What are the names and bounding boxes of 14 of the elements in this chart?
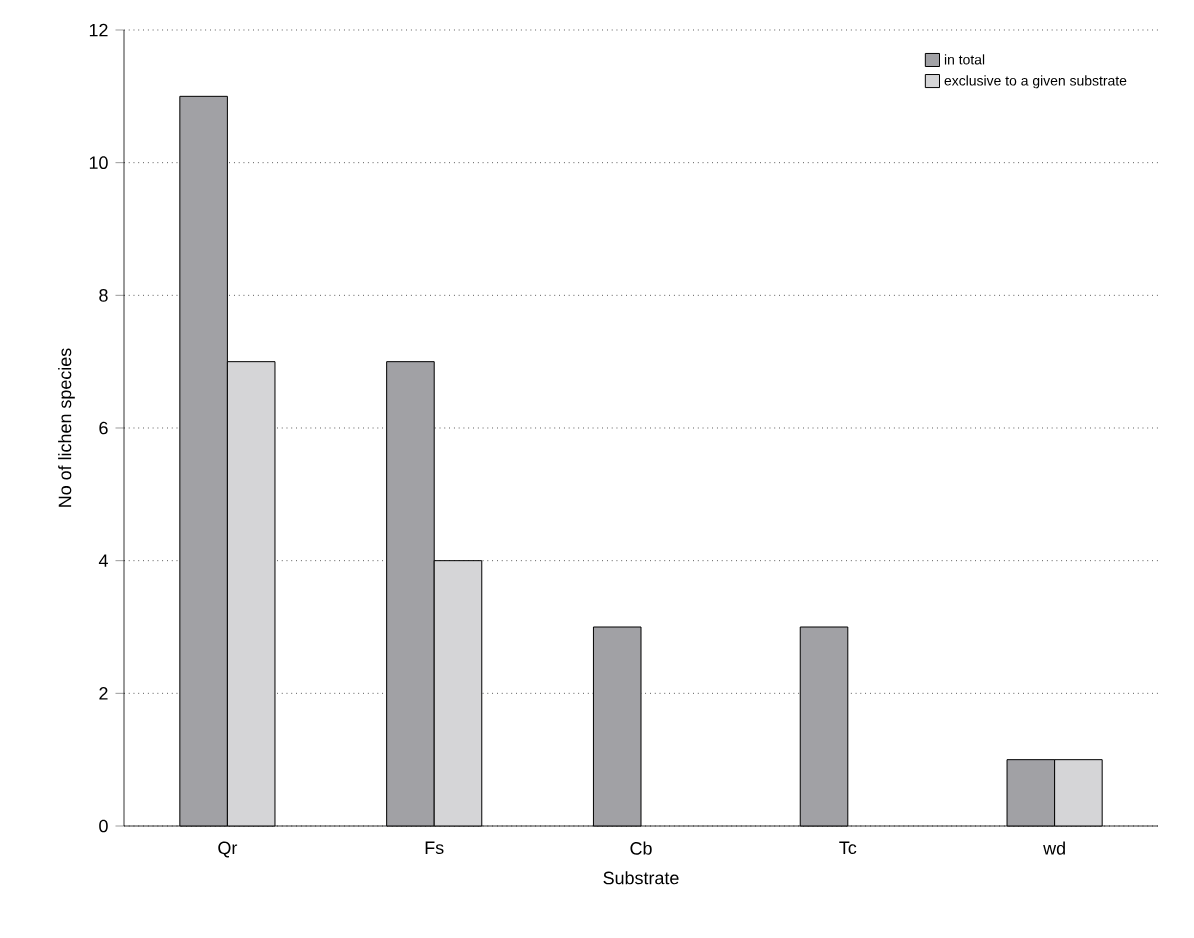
x-tick-label: Fs	[425, 841, 444, 855]
y-tick-label: 6	[99, 421, 108, 435]
x-tick-label: Cb	[630, 841, 652, 855]
y-axis-title: No of lichen species	[58, 348, 75, 507]
y-tick-label: 0	[99, 819, 108, 833]
x-tick-label: wd	[1043, 841, 1065, 855]
x-tick-label: Tc	[839, 841, 857, 855]
y-tick-label: 12	[89, 23, 108, 37]
x-axis-title: Substrate	[603, 871, 679, 885]
y-tick-label: 4	[98, 554, 108, 567]
x-tick-label: Qr	[218, 841, 238, 858]
y-tick-label: 10	[89, 156, 108, 170]
y-tick-label: 2	[99, 687, 108, 700]
y-tick-label: 8	[99, 288, 108, 302]
